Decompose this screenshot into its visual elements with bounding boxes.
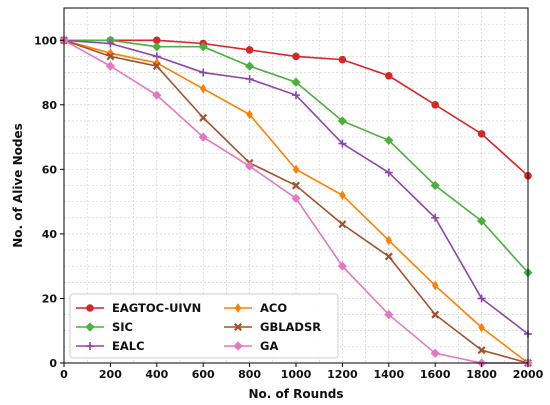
data-point (477, 346, 486, 355)
data-point (338, 220, 347, 229)
legend-label: GA (260, 339, 278, 353)
legend-marker (234, 323, 242, 331)
data-point (384, 252, 393, 261)
series-sic (59, 35, 533, 278)
data-point (384, 168, 393, 177)
data-point (245, 46, 254, 54)
data-point (152, 42, 162, 52)
data-point (198, 42, 208, 52)
data-point (431, 101, 440, 109)
x-tick-label: 1600 (420, 368, 451, 381)
data-point (477, 294, 486, 303)
legend-item: SIC (76, 320, 133, 334)
data-point (430, 180, 440, 191)
data-point (431, 213, 440, 222)
legend-item: ACO (224, 301, 287, 315)
data-point (200, 83, 207, 94)
x-tick-label: 400 (145, 368, 168, 381)
legend-marker (233, 341, 243, 351)
legend-item: EALC (76, 339, 145, 353)
legend-item: EAGTOC-UIVN (76, 301, 201, 315)
y-tick-label: 40 (42, 228, 58, 241)
series-ga (59, 35, 533, 368)
data-point (384, 135, 394, 145)
data-point (385, 71, 393, 80)
data-point (152, 62, 161, 71)
x-tick-label: 600 (192, 368, 215, 381)
data-point (292, 91, 300, 100)
x-tick-label: 200 (99, 368, 122, 381)
data-point (291, 193, 301, 204)
legend-box (69, 293, 339, 359)
legend-label: SIC (112, 320, 133, 334)
legend-label: ACO (260, 301, 287, 315)
x-tick-label: 1000 (281, 368, 312, 381)
data-point (199, 113, 208, 122)
legend-marker (86, 342, 94, 350)
data-point (292, 181, 300, 190)
data-point (337, 116, 347, 126)
x-tick-label: 800 (238, 368, 261, 381)
data-point (105, 61, 115, 71)
data-point (477, 130, 486, 138)
data-point (338, 139, 347, 148)
data-point (385, 235, 392, 246)
legend-label: GBLADSR (260, 320, 321, 334)
data-point (432, 280, 439, 291)
legend-marker (85, 322, 95, 332)
y-tick-label: 80 (42, 99, 58, 112)
data-point (291, 77, 301, 87)
legend-marker (234, 303, 242, 313)
series-layer (59, 35, 533, 368)
x-tick-label: 1200 (327, 368, 358, 381)
data-point (477, 216, 487, 226)
data-point (245, 161, 255, 171)
legend-label: EALC (112, 339, 145, 353)
data-point (106, 52, 115, 61)
data-point (153, 36, 161, 45)
data-point (106, 39, 115, 48)
legend-item: GA (224, 339, 278, 353)
legend: EAGTOC-UIVN SIC EALC ACO GBLADSR GA (69, 293, 339, 359)
axis-ticks: 0 200 400 600 800 1000 1200 1400 1600 1800 2000 0 20… (34, 34, 544, 381)
data-point (246, 109, 253, 120)
y-axis-title: No. of Alive Nodes (11, 123, 25, 247)
legend-item: GBLADSR (224, 320, 321, 334)
legend-label: EAGTOC-UIVN (112, 301, 201, 315)
y-tick-label: 20 (42, 292, 58, 305)
data-point (430, 348, 440, 358)
data-point (431, 310, 440, 319)
y-tick-label: 0 (49, 357, 57, 370)
y-tick-label: 60 (42, 163, 58, 176)
legend-marker (86, 304, 94, 312)
data-point (338, 55, 347, 64)
data-point (384, 309, 394, 320)
x-tick-label: 0 (60, 368, 68, 381)
data-point (339, 190, 346, 200)
x-tick-label: 2000 (513, 368, 544, 381)
data-point (292, 164, 300, 175)
data-point (152, 90, 162, 100)
data-point (292, 52, 300, 61)
y-tick-label: 100 (34, 34, 57, 47)
data-point (198, 132, 208, 142)
x-axis-title: No. of Rounds (249, 387, 344, 401)
x-tick-label: 1800 (466, 368, 497, 381)
data-point (245, 61, 255, 71)
data-point (478, 322, 485, 333)
x-tick-label: 1400 (373, 368, 404, 381)
data-point (245, 75, 254, 83)
data-point (199, 68, 208, 77)
data-point (337, 261, 347, 271)
